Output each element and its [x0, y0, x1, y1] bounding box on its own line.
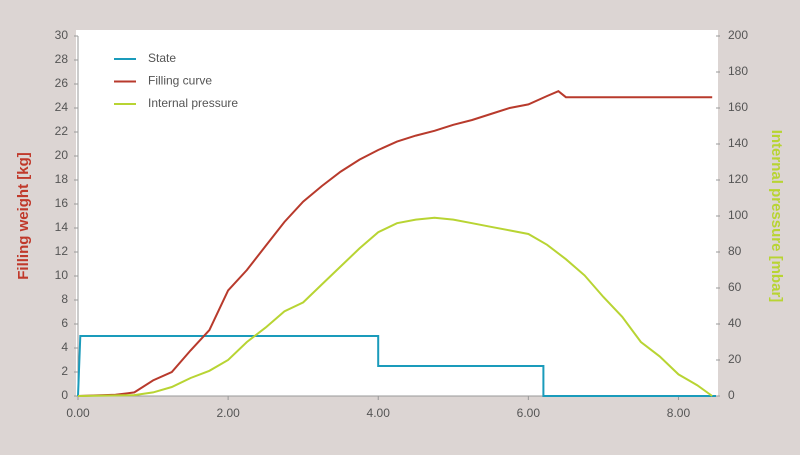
y2-tick-label: 160 — [728, 100, 748, 114]
y2-axis-title: Internal pressure [mbar] — [768, 130, 785, 303]
y-tick-label: 0 — [61, 388, 68, 402]
series-line — [77, 90, 713, 397]
y-tick-label: 2 — [61, 364, 68, 378]
legend-label: State — [148, 51, 176, 65]
y2-tick-label: 100 — [728, 208, 748, 222]
y2-tick-label: 20 — [728, 352, 742, 366]
series-line — [77, 335, 716, 397]
y-tick-label: 16 — [55, 196, 69, 210]
y2-tick-label: 60 — [728, 280, 742, 294]
y-tick-label: 20 — [55, 148, 69, 162]
y2-tick-label: 200 — [728, 28, 748, 42]
y2-tick-label: 0 — [728, 388, 735, 402]
y-tick-label: 30 — [55, 28, 69, 42]
legend-label: Internal pressure — [148, 96, 238, 110]
y-tick-label: 12 — [55, 244, 69, 258]
x-tick-label: 2.00 — [216, 406, 240, 420]
y-tick-label: 26 — [55, 76, 69, 90]
y-tick-label: 18 — [55, 172, 69, 186]
x-tick-label: 6.00 — [517, 406, 541, 420]
y2-tick-label: 140 — [728, 136, 748, 150]
y-tick-label: 6 — [61, 316, 68, 330]
y2-tick-label: 80 — [728, 244, 742, 258]
y-tick-label: 28 — [55, 52, 69, 66]
series-line — [77, 216, 713, 397]
x-tick-label: 4.00 — [367, 406, 391, 420]
x-tick-label: 8.00 — [667, 406, 691, 420]
y-axis-title: Filling weight [kg] — [15, 152, 32, 280]
y-tick-label: 22 — [55, 124, 69, 138]
y-tick-label: 4 — [61, 340, 68, 354]
legend-label: Filling curve — [148, 74, 212, 88]
x-tick-label: 0.00 — [66, 406, 90, 420]
y2-tick-label: 40 — [728, 316, 742, 330]
y2-tick-label: 180 — [728, 64, 748, 78]
y2-tick-label: 120 — [728, 172, 748, 186]
y-tick-label: 8 — [61, 292, 68, 306]
y-tick-label: 24 — [55, 100, 69, 114]
y-tick-label: 14 — [55, 220, 69, 234]
y-tick-label: 10 — [55, 268, 69, 282]
